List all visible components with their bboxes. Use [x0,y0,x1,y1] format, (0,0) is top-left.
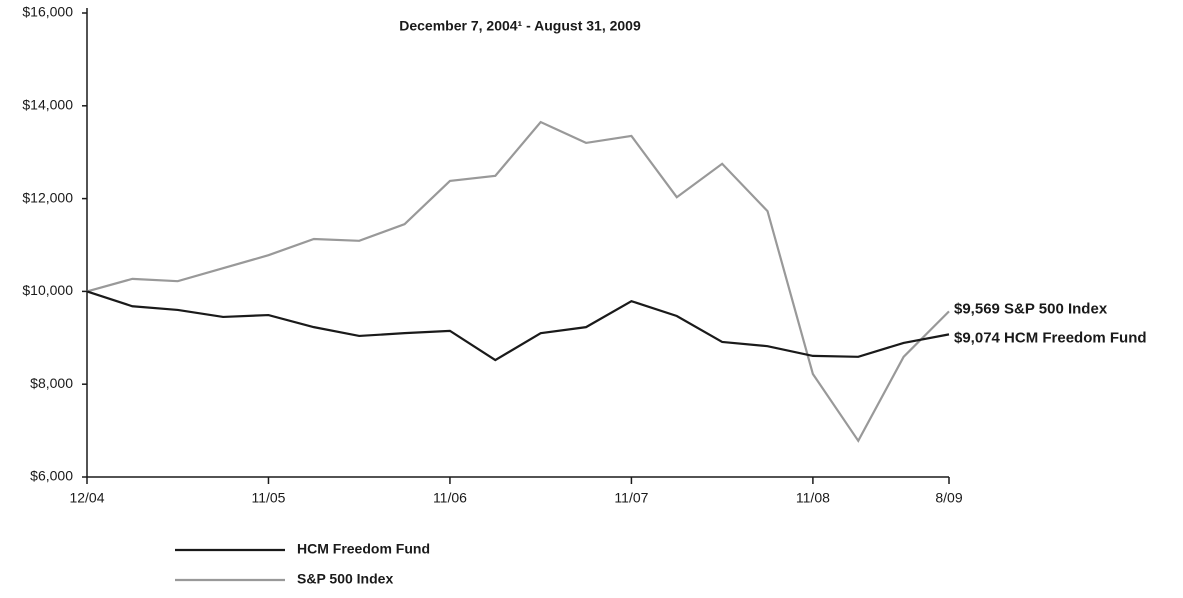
x-tick-label: 11/08 [796,490,830,506]
end-annotation: $9,074 HCM Freedom Fund [954,329,1147,346]
series-line [86,120,950,443]
y-tick-label: $16,000 [22,4,73,20]
x-tick-label: 12/04 [69,490,104,506]
y-tick-label: $14,000 [22,97,73,113]
y-tick-label: $8,000 [30,375,73,391]
chart-title: December 7, 2004¹ - August 31, 2009 [399,18,641,34]
x-tick-label: 11/05 [251,490,285,506]
end-annotation: $9,569 S&P 500 Index [954,300,1108,317]
legend-label: HCM Freedom Fund [297,541,430,557]
x-tick-label: 8/09 [935,490,962,506]
series-line [86,290,950,362]
legend-label: S&P 500 Index [297,571,393,587]
y-tick-label: $12,000 [22,189,73,205]
y-tick-label: $6,000 [30,468,73,484]
x-tick-label: 11/06 [433,490,467,506]
x-tick-label: 11/07 [614,490,648,506]
y-tick-label: $10,000 [22,282,73,298]
